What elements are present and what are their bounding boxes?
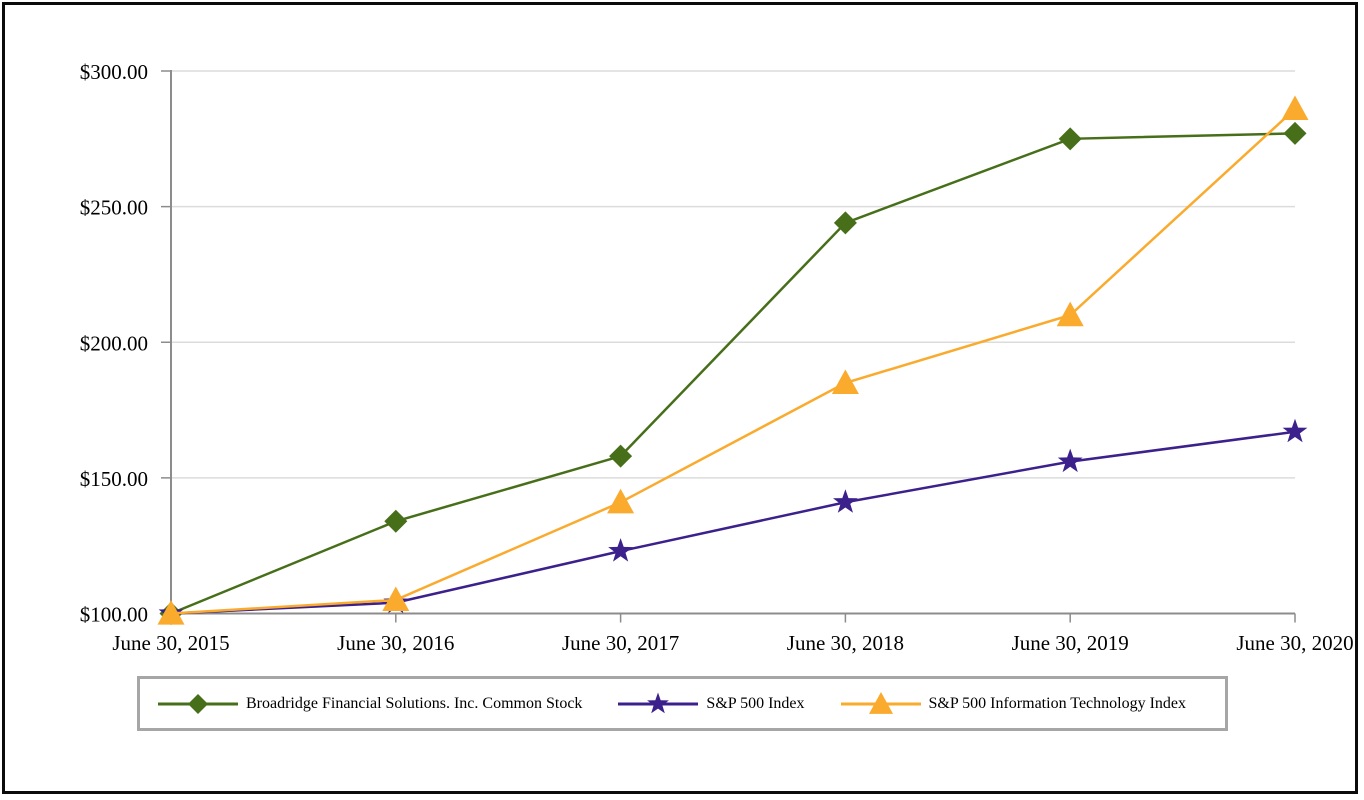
star-marker-icon [647, 692, 670, 713]
x-axis-label: June 30, 2017 [562, 631, 679, 655]
legend-label: S&P 500 Information Technology Index [928, 694, 1187, 712]
diamond-marker-icon [384, 509, 408, 533]
x-axis-label: June 30, 2019 [1012, 631, 1129, 655]
star-marker-icon [1282, 418, 1308, 443]
triangle-marker-icon [382, 586, 410, 612]
legend-item: S&P 500 Index [618, 689, 805, 719]
series-line-triangle [170, 108, 1296, 615]
star-marker-icon [1057, 448, 1083, 473]
legend-item: S&P 500 Information Technology Index [840, 689, 1187, 719]
legend-key [618, 692, 699, 713]
diamond-marker-icon [833, 211, 857, 235]
series-line-diamond [170, 132, 1296, 615]
y-axis-label: $150.00 [80, 467, 148, 491]
x-axis-label: June 30, 2018 [787, 631, 904, 655]
triangle-marker-icon [607, 488, 635, 514]
y-axis-label: $300.00 [80, 60, 148, 84]
diamond-marker-icon [1058, 127, 1082, 151]
x-axis-label: June 30, 2015 [112, 631, 229, 655]
legend-key [840, 691, 921, 714]
diamond-marker-icon [188, 693, 208, 714]
legend-label: S&P 500 Index [706, 694, 805, 712]
legend-item: Broadridge Financial Solutions. Inc. Com… [158, 689, 582, 719]
y-axis-label: $100.00 [80, 603, 148, 627]
triangle-marker-icon [868, 691, 893, 714]
triangle-marker-icon [1056, 301, 1084, 327]
triangle-marker-icon [1281, 95, 1309, 121]
x-axis-label: June 30, 2016 [337, 631, 454, 655]
star-marker-icon [833, 489, 858, 513]
legend-label: Broadridge Financial Solutions. Inc. Com… [246, 694, 583, 712]
series-line-star [170, 430, 1296, 615]
triangle-marker-icon [831, 369, 859, 395]
y-axis-label: $200.00 [80, 331, 148, 355]
triangle-marker-icon [157, 600, 185, 625]
x-axis-label: June 30, 2020 [1236, 631, 1353, 655]
legend-key [158, 693, 238, 714]
star-marker-icon [608, 538, 633, 562]
diamond-marker-icon [609, 444, 633, 468]
y-axis-label: $250.00 [80, 196, 148, 220]
diamond-marker-icon [1283, 121, 1307, 145]
chart-legend: Broadridge Financial Solutions. Inc. Com… [137, 676, 1228, 731]
